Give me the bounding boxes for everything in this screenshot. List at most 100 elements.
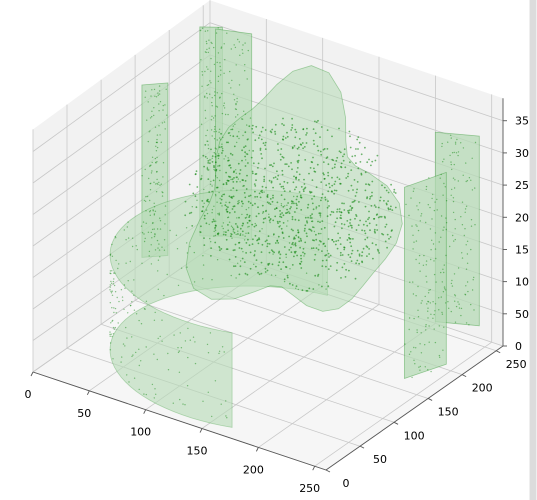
- data-point: [278, 220, 281, 223]
- data-point: [315, 247, 318, 250]
- data-point: [393, 191, 395, 193]
- data-point: [192, 192, 195, 195]
- data-point: [454, 228, 456, 230]
- data-point: [269, 203, 272, 206]
- data-point: [281, 169, 284, 172]
- data-point: [331, 184, 334, 187]
- scrollbar-thumb[interactable]: [530, 0, 536, 500]
- data-point: [317, 149, 320, 152]
- data-point: [218, 246, 221, 248]
- data-point: [123, 229, 126, 231]
- data-point: [215, 105, 217, 108]
- data-point: [324, 198, 327, 201]
- data-point: [419, 369, 421, 371]
- data-point: [259, 196, 262, 199]
- data-point: [244, 63, 246, 66]
- data-point: [202, 278, 204, 280]
- data-point: [218, 153, 220, 155]
- data-point: [214, 147, 216, 149]
- data-point: [340, 277, 342, 279]
- data-point: [371, 195, 373, 197]
- data-point: [438, 309, 440, 311]
- data-point: [471, 289, 474, 291]
- data-point: [355, 148, 357, 150]
- data-point: [127, 312, 129, 314]
- data-point: [123, 308, 125, 310]
- data-point: [291, 216, 294, 218]
- data-point: [150, 164, 152, 166]
- data-point: [226, 417, 228, 419]
- data-point: [323, 178, 326, 180]
- data-point: [265, 210, 267, 213]
- data-point: [133, 377, 136, 379]
- data-point: [347, 253, 350, 256]
- data-point: [157, 92, 159, 94]
- data-point: [435, 257, 437, 260]
- data-point: [276, 201, 279, 204]
- data-point: [229, 70, 231, 73]
- data-point: [230, 196, 233, 199]
- data-point: [286, 276, 289, 279]
- data-point: [202, 264, 205, 266]
- data-point: [268, 216, 270, 219]
- data-point: [343, 246, 345, 249]
- data-point: [222, 227, 224, 230]
- data-point: [207, 147, 210, 150]
- data-point: [290, 228, 293, 231]
- data-point: [294, 243, 296, 246]
- data-point: [210, 70, 212, 73]
- data-point: [365, 183, 367, 186]
- data-point: [271, 165, 274, 168]
- data-point: [307, 203, 310, 206]
- data-point: [199, 231, 202, 234]
- data-point: [417, 285, 419, 288]
- data-point: [293, 202, 295, 205]
- data-point: [360, 173, 363, 176]
- data-point: [127, 280, 129, 282]
- data-point: [266, 242, 269, 245]
- data-point: [352, 238, 354, 240]
- data-point: [286, 274, 289, 277]
- data-point: [386, 233, 389, 236]
- data-point: [297, 231, 300, 234]
- x-tick-mark: [312, 466, 316, 471]
- data-point: [227, 180, 230, 182]
- data-point: [182, 403, 184, 405]
- vertical-scrollbar[interactable]: [529, 0, 537, 500]
- data-point: [207, 144, 209, 146]
- x-tick-label: 50: [77, 407, 91, 420]
- data-point: [312, 156, 314, 159]
- data-point: [150, 95, 152, 97]
- data-point: [252, 238, 254, 241]
- data-point: [445, 217, 447, 219]
- data-point: [373, 228, 376, 231]
- data-point: [211, 155, 214, 158]
- data-point: [237, 233, 239, 235]
- data-point: [229, 164, 232, 167]
- data-point: [440, 271, 442, 274]
- data-point: [302, 188, 305, 191]
- data-point: [223, 43, 225, 45]
- data-point: [248, 125, 251, 128]
- data-point: [451, 188, 453, 191]
- data-point: [466, 262, 469, 264]
- data-point: [124, 345, 126, 347]
- data-point: [155, 145, 157, 147]
- data-point: [131, 336, 133, 338]
- data-point: [339, 243, 342, 246]
- data-point: [258, 237, 260, 240]
- data-point: [211, 97, 213, 99]
- x-tick-mark: [143, 409, 147, 414]
- data-point: [348, 209, 351, 212]
- data-point: [125, 239, 127, 241]
- data-point: [235, 116, 237, 118]
- data-point: [433, 273, 436, 276]
- data-point: [276, 220, 279, 223]
- data-point: [235, 102, 237, 105]
- data-point: [207, 162, 210, 164]
- data-point: [350, 209, 353, 211]
- data-point: [434, 303, 437, 305]
- data-point: [340, 211, 343, 214]
- data-point: [213, 63, 216, 66]
- data-point: [433, 260, 435, 262]
